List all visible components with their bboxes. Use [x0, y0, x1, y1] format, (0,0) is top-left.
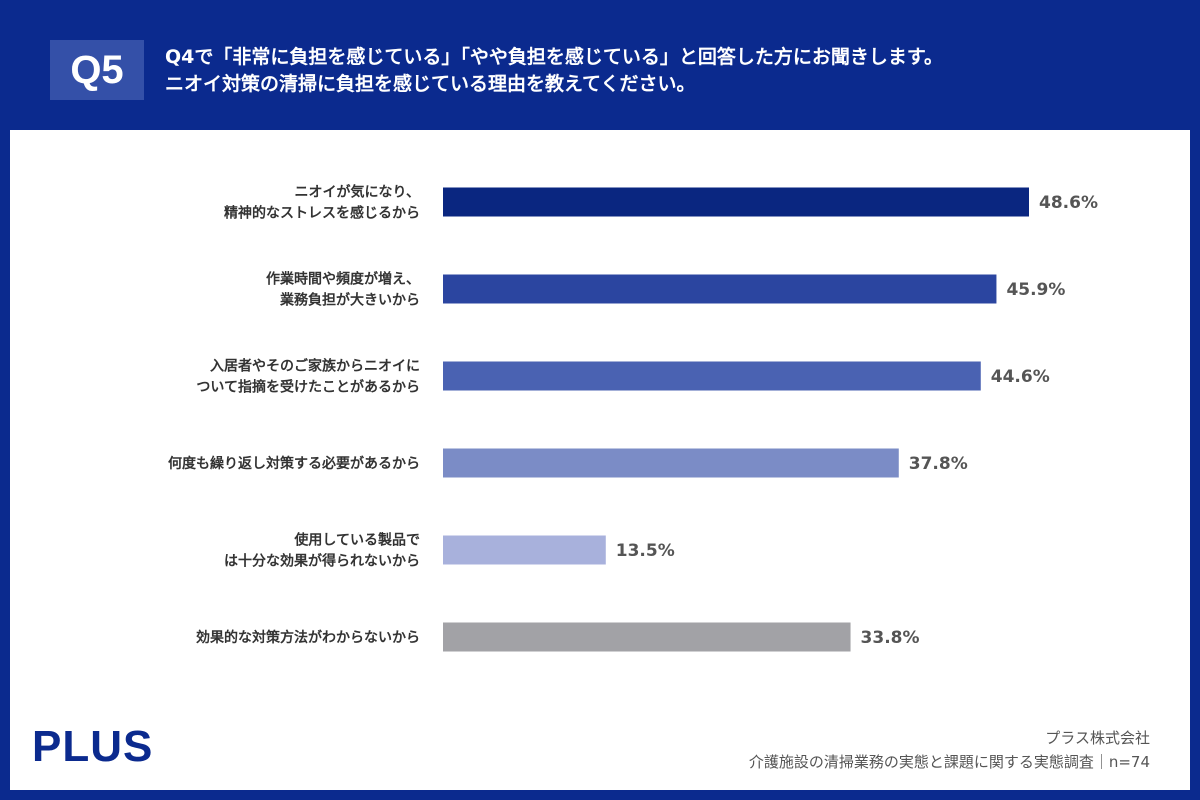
data-label: 37.8%: [909, 454, 968, 474]
bar: [443, 622, 851, 652]
category-label: 使用している製品で: [293, 532, 420, 549]
category-label: 何度も繰り返し対策する必要があるから: [168, 455, 420, 472]
category-label: ついて指摘を受けたことがあるから: [196, 379, 420, 396]
question-line-1: Q4で「非常に負担を感じている」「やや負担を感じている」と回答した方にお聞きしま…: [165, 46, 943, 68]
data-label: 44.6%: [991, 367, 1050, 387]
data-label: 48.6%: [1039, 193, 1098, 213]
question-badge: Q5: [50, 40, 144, 100]
category-label: は十分な効果が得られないから: [224, 553, 420, 570]
bar: [443, 535, 606, 565]
category-label: 業務負担が大きいから: [279, 292, 420, 309]
data-label: 33.8%: [861, 628, 920, 648]
data-label: 13.5%: [616, 541, 675, 561]
footer: プラス株式会社 介護施設の清掃業務の実態と課題に関する実態調査｜n=74: [749, 726, 1150, 774]
category-label: 精神的なストレスを感じるから: [224, 205, 420, 222]
category-label: ニオイが気になり、: [295, 184, 420, 201]
category-label: 作業時間や頻度が増え、: [266, 271, 420, 288]
category-label: 入居者やそのご家族からニオイに: [210, 358, 420, 375]
data-label: 45.9%: [1006, 280, 1065, 300]
category-label: 効果的な対策方法がわからないから: [196, 629, 420, 646]
bar: [443, 448, 899, 478]
bar: [443, 274, 997, 304]
survey-info: 介護施設の清掃業務の実態と課題に関する実態調査｜n=74: [748, 753, 1150, 771]
company-name: プラス株式会社: [1045, 729, 1150, 747]
question-line-2: ニオイ対策の清掃に負担を感じている理由を教えてください。: [165, 73, 696, 95]
bar: [443, 361, 981, 391]
question-text: Q4で「非常に負担を感じている」「やや負担を感じている」と回答した方にお聞きしま…: [165, 44, 943, 98]
bar: [443, 187, 1029, 217]
plus-logo: PLUS: [32, 722, 154, 771]
